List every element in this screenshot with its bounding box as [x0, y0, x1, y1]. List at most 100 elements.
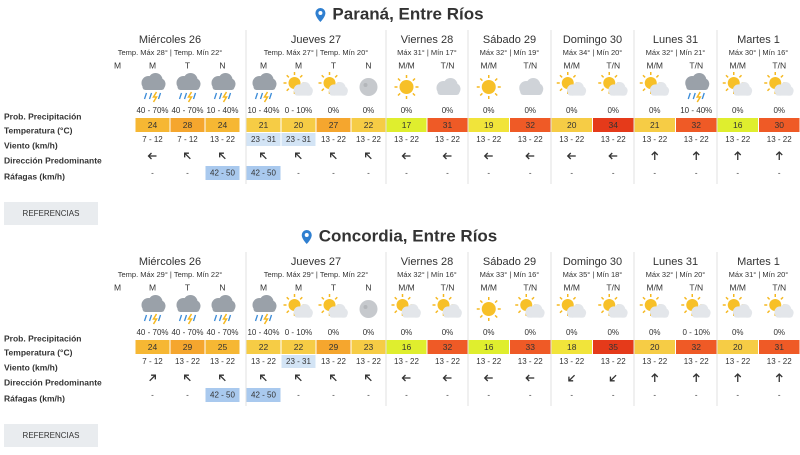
weather-icon [359, 78, 378, 96]
temp-cell [281, 340, 316, 354]
day-name: Jueves 27 [291, 256, 341, 268]
temp-cell [551, 340, 592, 354]
sun-ray [394, 296, 398, 300]
cloud [211, 295, 236, 312]
wind-arrow [566, 152, 576, 160]
references-button[interactable] [4, 424, 98, 447]
cloud [649, 82, 670, 96]
rain [218, 314, 223, 322]
day-name: Viernes 28 [401, 34, 453, 46]
cloud [519, 78, 544, 95]
precip-prob: 0% [773, 328, 785, 337]
period-label: N [365, 60, 371, 70]
temp-cell [468, 340, 509, 354]
sun-ray [725, 88, 729, 92]
rain [192, 314, 197, 322]
temp-cell [759, 340, 800, 354]
wind-speed: 7 - 12 [142, 135, 163, 144]
gust-speed: - [186, 391, 189, 400]
temperature: 32 [692, 342, 702, 352]
cloud-part [212, 83, 235, 90]
wind-speed: 13 - 22 [210, 357, 235, 366]
gust-speed: - [778, 391, 781, 400]
temp-cell [135, 118, 170, 132]
temperature: 17 [402, 120, 412, 130]
lightning [152, 91, 158, 103]
arrow-head [483, 374, 489, 382]
arrow-head [568, 376, 574, 382]
arrow-head [566, 152, 572, 160]
period-label: M/M [646, 60, 663, 70]
gust-speed: - [529, 391, 532, 400]
temperature: 34 [609, 120, 619, 130]
weather-icon [515, 294, 545, 318]
day-summary: Máx 32° | Mín 19° [480, 48, 540, 57]
location-block: Concordia, Entre Ríos Prob. Precipitación… [4, 226, 800, 447]
cloud-part [526, 312, 544, 318]
precip-prob: 0% [483, 328, 495, 337]
weather-icon [394, 75, 419, 99]
gust-speed: - [151, 391, 154, 400]
period-label: M [149, 60, 156, 70]
cloud-part [775, 312, 793, 318]
rain [259, 92, 264, 100]
cloud-part [609, 312, 627, 318]
precip-prob: 0% [773, 106, 785, 115]
period-label: T [185, 60, 190, 70]
cloud-part [177, 83, 200, 90]
wind-arrow [442, 152, 452, 160]
cloud-part [650, 312, 669, 318]
temperature: 24 [218, 120, 228, 130]
rain [143, 92, 148, 100]
wind-arrow [365, 374, 372, 382]
wind-arrow [401, 152, 411, 160]
weather-icon [598, 294, 628, 318]
weather-icon [685, 73, 710, 103]
period-label: T/N [441, 60, 455, 70]
gust-speed: - [695, 169, 698, 178]
cloud [328, 82, 348, 96]
wind-arrow [149, 374, 156, 382]
wind-arrow [483, 374, 493, 382]
rain [259, 314, 264, 322]
gust-speed: - [446, 169, 449, 178]
period-label: M/M [563, 60, 580, 70]
sun-ray [286, 296, 290, 300]
cloud-part [142, 305, 165, 312]
weather-icon [722, 72, 753, 96]
sun-ray [435, 296, 439, 300]
location-block: Paraná, Entre Ríos Prob. Precipitación Tem… [4, 4, 800, 225]
arrow-head [734, 373, 742, 378]
wind-speed: 7 - 12 [142, 357, 163, 366]
wind-arrow [442, 374, 452, 382]
temp-cell [351, 340, 386, 354]
cloud [293, 82, 313, 96]
temp-cell [468, 118, 509, 132]
rain [183, 314, 188, 322]
period-label: M/M [480, 282, 497, 292]
precip-prob: 0% [607, 106, 619, 115]
references-button[interactable] [4, 202, 98, 225]
cloud-part [142, 83, 165, 90]
wind-arrow [483, 152, 493, 160]
row-label: Prob. Precipitación [4, 333, 81, 343]
period-label: T/N [606, 282, 620, 292]
weather-icon [556, 72, 587, 96]
cloud-part [775, 90, 793, 96]
weather-icon [639, 72, 670, 96]
weather-icon [211, 295, 236, 325]
pin-dot [318, 11, 323, 15]
period-label: T/N [523, 282, 537, 292]
temp-cell [676, 340, 717, 354]
sun-ray [494, 299, 498, 304]
sun-ray [655, 74, 660, 78]
cloud [608, 82, 628, 96]
rain [213, 314, 218, 322]
sun-ray [479, 92, 483, 97]
wind-speed: 13 - 22 [394, 135, 419, 144]
wind-speed: 23 - 31 [286, 357, 311, 366]
period-label: N [219, 60, 225, 70]
gust-speed: - [446, 391, 449, 400]
day-summary: Máx 33° | Mín 16° [480, 270, 540, 279]
gust-speed: - [297, 169, 300, 178]
